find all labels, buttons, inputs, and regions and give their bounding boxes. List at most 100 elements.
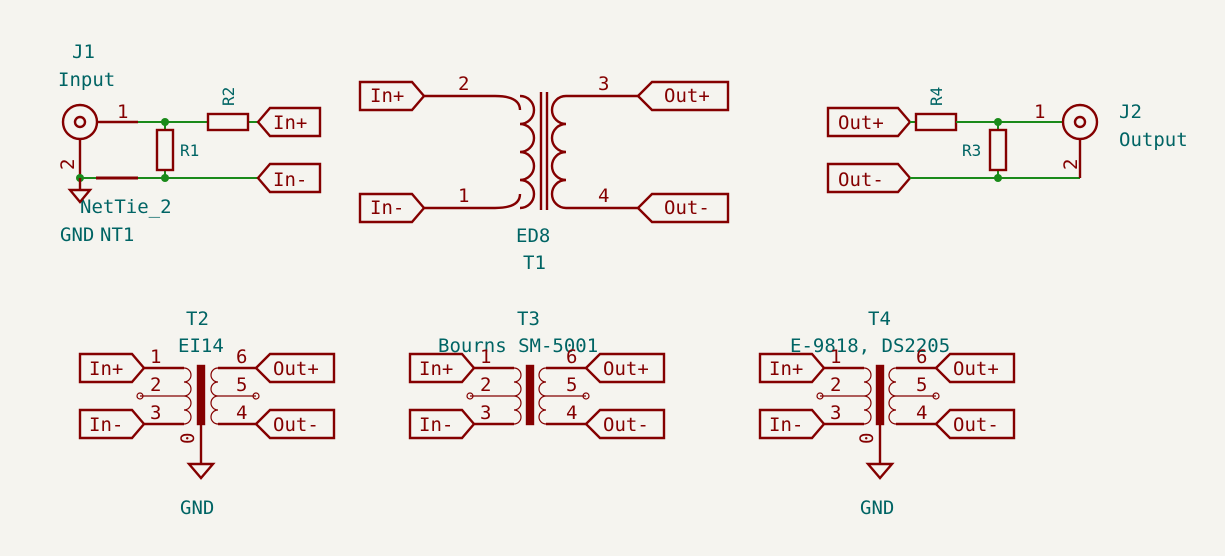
label-out-minus-t4[interactable]: Out- (934, 408, 1016, 440)
label-out-plus-j2[interactable]: Out+ (826, 106, 912, 138)
svg-text:Out-: Out- (603, 414, 649, 436)
svg-text:Out-: Out- (953, 414, 999, 436)
junction-1 (161, 118, 169, 126)
t3-pin2: 2 (480, 374, 491, 396)
t2-value: EI14 (178, 335, 224, 357)
j1-reference: J1 (72, 41, 95, 63)
label-out-plus-t3[interactable]: Out+ (584, 352, 666, 384)
label-out-minus-t2[interactable]: Out- (254, 408, 336, 440)
gnd-symbol-top[interactable] (67, 178, 93, 204)
svg-text:Out-: Out- (273, 414, 319, 436)
r1-resistor[interactable] (155, 128, 175, 172)
label-out-plus-t4[interactable]: Out+ (934, 352, 1016, 384)
t4-pin5: 5 (916, 374, 927, 396)
t4-pin3: 3 (830, 402, 841, 424)
junction-4 (994, 118, 1002, 126)
svg-text:Out+: Out+ (953, 358, 999, 380)
r4-resistor[interactable] (914, 112, 958, 132)
nt1-reference: NT1 (100, 224, 134, 246)
label-out-minus-j2[interactable]: Out- (826, 162, 912, 194)
t1-transformer[interactable] (424, 92, 638, 210)
t4-pin6: 6 (916, 346, 927, 368)
label-in-plus-j1[interactable]: In+ (256, 106, 322, 138)
t4-pin2: 2 (830, 374, 841, 396)
t2-pin1: 1 (150, 346, 161, 368)
t1-value: ED8 (516, 225, 550, 247)
r1-reference: R1 (180, 141, 199, 160)
label-in-minus-t2[interactable]: In- (78, 408, 146, 440)
t4-transformer[interactable] (816, 364, 940, 480)
j2-value: Output (1119, 129, 1188, 151)
svg-text:In-: In- (769, 414, 803, 436)
label-in-plus-t1[interactable]: In+ (358, 80, 426, 112)
svg-text:Out+: Out+ (838, 112, 884, 134)
j2-bnc-connector[interactable] (1061, 103, 1099, 178)
t3-reference: T3 (517, 308, 540, 330)
label-out-plus-t1[interactable]: Out+ (636, 80, 730, 112)
r4-reference: R4 (927, 87, 946, 106)
svg-text:In-: In- (89, 414, 123, 436)
junction-2 (161, 174, 169, 182)
r2-reference: R2 (219, 87, 238, 106)
j1-pin2-number: 2 (57, 159, 79, 170)
j2-pin1-number: 1 (1034, 101, 1045, 123)
label-in-minus-j1[interactable]: In- (256, 162, 322, 194)
j1-value: Input (58, 69, 115, 91)
t4-reference: T4 (868, 308, 891, 330)
svg-text:In+: In+ (273, 112, 307, 134)
t2-pin5: 5 (236, 374, 247, 396)
label-out-minus-t3[interactable]: Out- (584, 408, 666, 440)
gnd-label-top: GND (60, 224, 94, 246)
t3-transformer[interactable] (466, 364, 590, 426)
t2-pin0: 0 (177, 433, 199, 444)
label-in-minus-t4[interactable]: In- (758, 408, 826, 440)
t3-pin1: 1 (480, 346, 491, 368)
svg-text:Out-: Out- (664, 197, 710, 219)
svg-text:Out-: Out- (838, 169, 884, 191)
t2-pin6: 6 (236, 346, 247, 368)
label-in-plus-t2[interactable]: In+ (78, 352, 146, 384)
t3-pin3: 3 (480, 402, 491, 424)
j2-pin2-number: 2 (1060, 159, 1082, 170)
t1-pin4-number: 4 (598, 185, 609, 207)
svg-text:In-: In- (273, 169, 307, 191)
r2-resistor[interactable] (206, 112, 250, 132)
t3-value: Bourns SM-5001 (438, 335, 598, 357)
t2-gnd-label: GND (180, 497, 214, 519)
t4-pin1: 1 (830, 346, 841, 368)
svg-text:Out+: Out+ (603, 358, 649, 380)
r3-reference: R3 (962, 141, 981, 160)
t1-pin3-number: 3 (598, 73, 609, 95)
t2-pin3: 3 (150, 402, 161, 424)
t4-value: E-9818, DS2205 (790, 335, 950, 357)
t3-pin4: 4 (566, 402, 577, 424)
label-in-minus-t1[interactable]: In- (358, 192, 426, 224)
label-out-minus-t1[interactable]: Out- (636, 192, 730, 224)
t3-pin6: 6 (566, 346, 577, 368)
t2-pin2: 2 (150, 374, 161, 396)
r3-resistor[interactable] (988, 128, 1008, 172)
j1-pin1-number: 1 (117, 101, 128, 123)
svg-text:In-: In- (370, 197, 404, 219)
label-in-plus-t4[interactable]: In+ (758, 352, 826, 384)
t1-pin1-number: 1 (458, 185, 469, 207)
label-in-plus-t3[interactable]: In+ (408, 352, 476, 384)
label-in-minus-t3[interactable]: In- (408, 408, 476, 440)
svg-text:In+: In+ (370, 85, 404, 107)
junction-5 (994, 174, 1002, 182)
t2-reference: T2 (186, 308, 209, 330)
svg-text:Out+: Out+ (273, 358, 319, 380)
svg-text:In+: In+ (769, 358, 803, 380)
j1-bnc-connector[interactable] (61, 103, 138, 178)
t4-pin0: 0 (856, 433, 878, 444)
label-out-plus-t2[interactable]: Out+ (254, 352, 336, 384)
t2-transformer[interactable] (136, 364, 260, 480)
svg-text:In-: In- (419, 414, 453, 436)
svg-text:In+: In+ (419, 358, 453, 380)
t1-reference: T1 (523, 252, 546, 274)
t3-pin5: 5 (566, 374, 577, 396)
svg-text:In+: In+ (89, 358, 123, 380)
t4-gnd-label: GND (860, 497, 894, 519)
t4-pin4: 4 (916, 402, 927, 424)
